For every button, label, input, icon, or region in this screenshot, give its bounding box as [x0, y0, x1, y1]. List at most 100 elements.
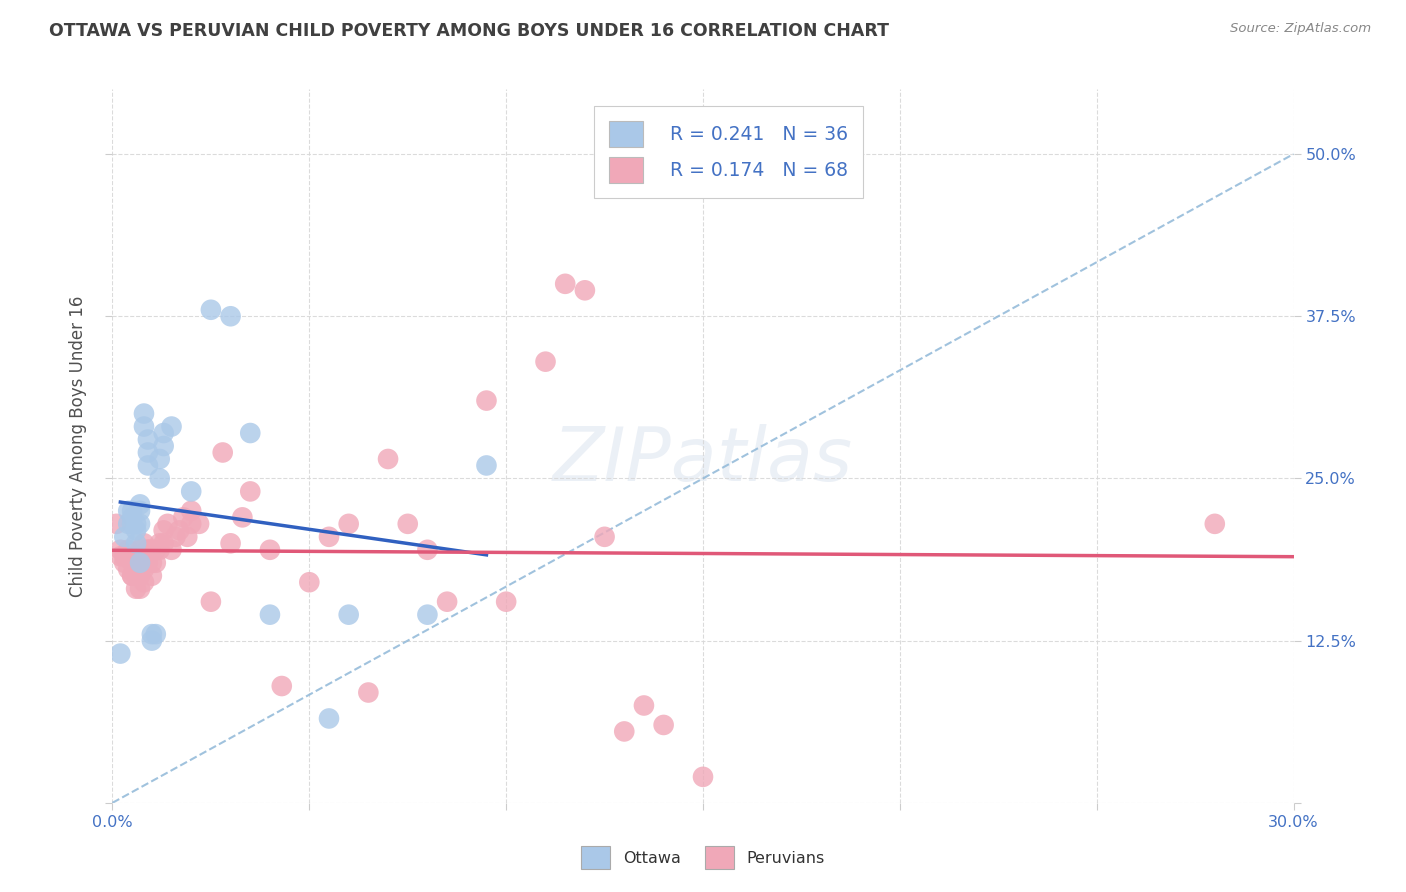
Point — [117, 504, 139, 518]
Point — [396, 516, 419, 531]
Point — [129, 497, 152, 511]
Text: OTTAWA VS PERUVIAN CHILD POVERTY AMONG BOYS UNDER 16 CORRELATION CHART: OTTAWA VS PERUVIAN CHILD POVERTY AMONG B… — [49, 22, 889, 40]
Point — [337, 516, 360, 531]
Point — [160, 542, 183, 557]
Point — [112, 530, 135, 544]
Point — [132, 562, 155, 576]
Point — [125, 536, 148, 550]
Text: ZIPatlas: ZIPatlas — [553, 425, 853, 496]
Point — [495, 595, 517, 609]
Point — [125, 524, 148, 538]
Point — [149, 452, 172, 467]
Point — [475, 458, 498, 473]
Point — [152, 524, 174, 538]
Point — [231, 510, 253, 524]
Point — [219, 310, 242, 324]
Point — [152, 536, 174, 550]
Point — [145, 542, 167, 557]
Point — [117, 542, 139, 557]
Point — [105, 516, 128, 531]
Point — [125, 516, 148, 531]
Point — [692, 770, 714, 784]
Point — [633, 698, 655, 713]
Point — [110, 647, 132, 661]
Point — [337, 607, 360, 622]
Point — [141, 542, 163, 557]
Point — [117, 516, 139, 531]
Point — [129, 568, 152, 582]
Point — [149, 536, 172, 550]
Point — [129, 516, 152, 531]
Point — [211, 445, 233, 459]
Point — [239, 425, 262, 440]
Point — [318, 711, 340, 725]
Point — [239, 484, 262, 499]
Point — [136, 542, 159, 557]
Point — [136, 445, 159, 459]
Point — [121, 516, 143, 531]
Point — [176, 530, 198, 544]
Point — [132, 407, 155, 421]
Point — [149, 471, 172, 485]
Point — [318, 530, 340, 544]
Point — [121, 568, 143, 582]
Legend:   R = 0.241   N = 36,   R = 0.174   N = 68: R = 0.241 N = 36, R = 0.174 N = 68 — [595, 106, 863, 198]
Point — [125, 582, 148, 596]
Point — [180, 516, 202, 531]
Point — [416, 542, 439, 557]
Point — [129, 542, 152, 557]
Point — [145, 556, 167, 570]
Point — [270, 679, 292, 693]
Point — [1204, 516, 1226, 531]
Point — [436, 595, 458, 609]
Point — [136, 556, 159, 570]
Point — [136, 458, 159, 473]
Point — [121, 504, 143, 518]
Point — [574, 283, 596, 297]
Point — [200, 595, 222, 609]
Point — [259, 607, 281, 622]
Point — [534, 354, 557, 368]
Point — [117, 562, 139, 576]
Point — [475, 393, 498, 408]
Point — [613, 724, 636, 739]
Point — [110, 549, 132, 564]
Point — [136, 542, 159, 557]
Legend: Ottawa, Peruvians: Ottawa, Peruvians — [575, 839, 831, 875]
Point — [121, 510, 143, 524]
Point — [141, 556, 163, 570]
Point — [149, 542, 172, 557]
Point — [129, 556, 152, 570]
Point — [141, 627, 163, 641]
Point — [129, 556, 152, 570]
Point — [145, 627, 167, 641]
Point — [152, 439, 174, 453]
Point — [652, 718, 675, 732]
Text: Source: ZipAtlas.com: Source: ZipAtlas.com — [1230, 22, 1371, 36]
Point — [357, 685, 380, 699]
Point — [112, 556, 135, 570]
Point — [593, 530, 616, 544]
Point — [141, 568, 163, 582]
Point — [377, 452, 399, 467]
Point — [172, 510, 194, 524]
Point — [121, 556, 143, 570]
Point — [156, 516, 179, 531]
Point — [188, 516, 211, 531]
Point — [169, 524, 191, 538]
Y-axis label: Child Poverty Among Boys Under 16: Child Poverty Among Boys Under 16 — [69, 295, 87, 597]
Point — [129, 504, 152, 518]
Point — [132, 536, 155, 550]
Point — [298, 575, 321, 590]
Point — [129, 582, 152, 596]
Point — [112, 549, 135, 564]
Point — [136, 433, 159, 447]
Point — [416, 607, 439, 622]
Point — [259, 542, 281, 557]
Point — [110, 542, 132, 557]
Point — [160, 419, 183, 434]
Point — [125, 549, 148, 564]
Point — [180, 484, 202, 499]
Point — [125, 568, 148, 582]
Point — [219, 536, 242, 550]
